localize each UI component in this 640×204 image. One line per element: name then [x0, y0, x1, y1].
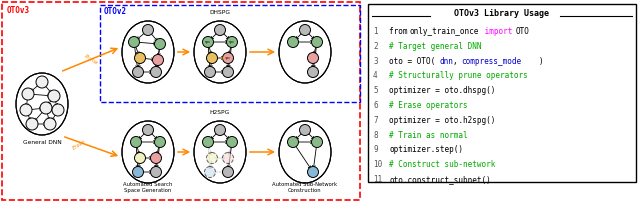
- Circle shape: [132, 67, 143, 78]
- Circle shape: [307, 166, 319, 177]
- Circle shape: [44, 118, 56, 130]
- Text: optimizer = oto.dhspg(): optimizer = oto.dhspg(): [389, 86, 495, 95]
- Text: spa: spa: [221, 56, 227, 60]
- Circle shape: [214, 124, 225, 135]
- Circle shape: [129, 37, 140, 48]
- Text: spc: spc: [205, 40, 211, 44]
- Circle shape: [202, 37, 214, 48]
- Text: # Construct sub-network: # Construct sub-network: [389, 160, 495, 169]
- Text: 7: 7: [373, 116, 378, 125]
- Text: OTOv3: OTOv3: [7, 6, 30, 15]
- Circle shape: [312, 37, 323, 48]
- Text: 9: 9: [373, 145, 378, 154]
- Circle shape: [205, 166, 216, 177]
- Circle shape: [143, 24, 154, 35]
- Text: 8: 8: [373, 131, 378, 140]
- Text: Prune: Prune: [83, 54, 99, 66]
- Circle shape: [150, 153, 161, 163]
- Circle shape: [223, 166, 234, 177]
- Text: # Erase operators: # Erase operators: [389, 101, 468, 110]
- Circle shape: [307, 52, 319, 63]
- FancyBboxPatch shape: [368, 4, 636, 182]
- Ellipse shape: [122, 121, 174, 183]
- Circle shape: [205, 67, 216, 78]
- Text: 5: 5: [373, 86, 378, 95]
- Text: ): ): [539, 57, 543, 66]
- Circle shape: [154, 136, 166, 147]
- Circle shape: [52, 104, 64, 116]
- Text: DHSPG: DHSPG: [209, 10, 230, 15]
- Ellipse shape: [122, 21, 174, 83]
- Circle shape: [150, 166, 161, 177]
- Text: oto = OTO(: oto = OTO(: [389, 57, 435, 66]
- Circle shape: [134, 153, 145, 163]
- Text: 10: 10: [373, 160, 382, 169]
- Text: optimizer = oto.h2spg(): optimizer = oto.h2spg(): [389, 116, 495, 125]
- Circle shape: [20, 104, 32, 116]
- Text: OTOv2: OTOv2: [104, 7, 127, 16]
- Text: # Structurally prune operators: # Structurally prune operators: [389, 71, 528, 80]
- Text: General DNN: General DNN: [22, 140, 61, 145]
- Circle shape: [22, 88, 34, 100]
- Circle shape: [154, 39, 166, 50]
- Text: optimizer.step(): optimizer.step(): [389, 145, 463, 154]
- Text: 6: 6: [373, 101, 378, 110]
- Text: Automated Sub-Network
Construction: Automated Sub-Network Construction: [273, 182, 337, 193]
- Text: ,: ,: [453, 57, 462, 66]
- Text: only_train_once: only_train_once: [409, 27, 478, 36]
- Circle shape: [300, 24, 310, 35]
- Circle shape: [131, 136, 141, 147]
- Circle shape: [36, 76, 48, 88]
- Ellipse shape: [16, 73, 68, 135]
- Ellipse shape: [279, 121, 331, 183]
- Text: OTOv3 Library Usage: OTOv3 Library Usage: [454, 10, 550, 19]
- Circle shape: [202, 136, 214, 147]
- Circle shape: [207, 153, 218, 163]
- Ellipse shape: [194, 121, 246, 183]
- Text: import: import: [480, 27, 517, 36]
- Text: compress_mode: compress_mode: [461, 57, 521, 66]
- Text: # Train as normal: # Train as normal: [389, 131, 468, 140]
- Circle shape: [134, 52, 145, 63]
- Text: Automated Search
Space Generation: Automated Search Space Generation: [124, 182, 173, 193]
- Circle shape: [152, 54, 163, 65]
- Text: spc: spc: [229, 40, 235, 44]
- Text: spc: spc: [225, 56, 231, 60]
- Text: H2SPG: H2SPG: [210, 110, 230, 115]
- Circle shape: [223, 52, 234, 63]
- Text: 2: 2: [373, 42, 378, 51]
- Text: oto.construct_subnet(): oto.construct_subnet(): [389, 175, 491, 184]
- Circle shape: [300, 124, 310, 135]
- Circle shape: [48, 90, 60, 102]
- Text: 1: 1: [373, 27, 378, 36]
- Circle shape: [287, 136, 298, 147]
- Text: Erase: Erase: [72, 139, 87, 151]
- Circle shape: [132, 166, 143, 177]
- Circle shape: [214, 24, 225, 35]
- Circle shape: [26, 118, 38, 130]
- Circle shape: [223, 67, 234, 78]
- Circle shape: [312, 136, 323, 147]
- Ellipse shape: [279, 21, 331, 83]
- Text: 11: 11: [373, 175, 382, 184]
- Circle shape: [227, 136, 237, 147]
- Circle shape: [227, 37, 237, 48]
- Circle shape: [287, 37, 298, 48]
- Text: dnn: dnn: [439, 57, 453, 66]
- Circle shape: [143, 124, 154, 135]
- Text: # Target general DNN: # Target general DNN: [389, 42, 481, 51]
- Circle shape: [40, 102, 52, 114]
- Circle shape: [223, 153, 234, 163]
- Circle shape: [307, 67, 319, 78]
- Text: OTO: OTO: [516, 27, 530, 36]
- Circle shape: [150, 67, 161, 78]
- Circle shape: [207, 52, 218, 63]
- Text: 3: 3: [373, 57, 378, 66]
- Ellipse shape: [194, 21, 246, 83]
- Text: from: from: [389, 27, 412, 36]
- Text: 4: 4: [373, 71, 378, 80]
